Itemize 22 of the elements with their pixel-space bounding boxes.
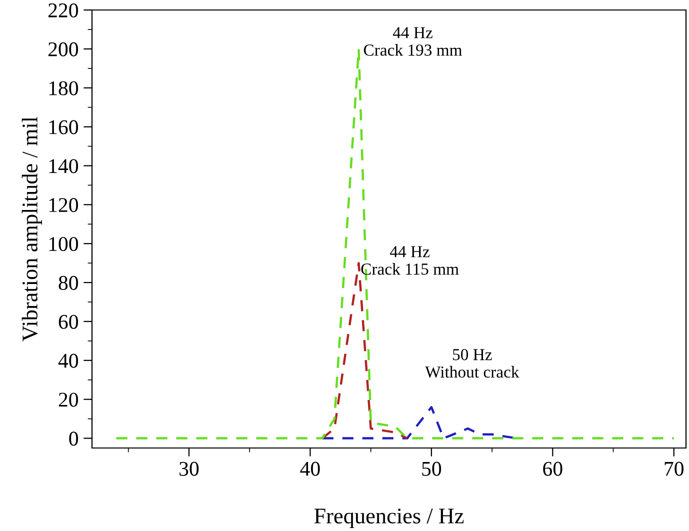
- y-tick-label: 200: [48, 42, 78, 56]
- y-tick-label: 120: [49, 198, 78, 212]
- x-tick-label: 30: [180, 462, 199, 476]
- y-tick-label: 100: [49, 236, 78, 252]
- y-axis-title: Vibration amplitude / mil: [22, 116, 42, 342]
- y-tick-label: 60: [58, 314, 78, 329]
- x-tick-label: 50: [422, 462, 442, 476]
- y-tick-label: 180: [49, 81, 78, 96]
- x-tick-label: 70: [664, 462, 684, 476]
- y-tick-label: 80: [58, 276, 78, 290]
- x-axis-title: Frequencies / Hz: [314, 508, 464, 528]
- annotation: 44 Hz Crack 193 mm: [364, 27, 462, 56]
- x-tick-label: 60: [543, 462, 562, 476]
- x-tick-label: 40: [300, 462, 320, 476]
- annotation: 50 Hz Without crack: [425, 348, 520, 378]
- y-tick-label: 220: [48, 3, 78, 18]
- y-tick-label: 40: [58, 354, 78, 368]
- annotation: 44 Hz Crack 115 mm: [361, 246, 459, 275]
- y-tick-label: 140: [49, 159, 78, 174]
- y-tick-label: 20: [58, 392, 78, 407]
- y-tick-label: 160: [49, 120, 78, 134]
- y-tick-label: 0: [69, 432, 78, 446]
